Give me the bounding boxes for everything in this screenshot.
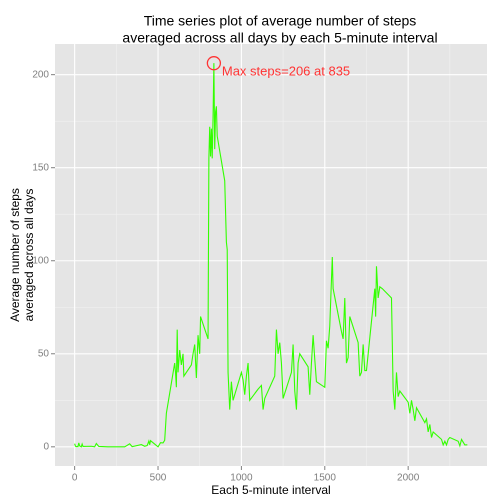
- chart-title: averaged across all days by each 5-minut…: [122, 30, 437, 46]
- y-tick-label: 150: [32, 162, 49, 173]
- x-tick-label: 1500: [314, 473, 337, 484]
- y-tick-label: 200: [32, 69, 49, 80]
- x-tick-label: 2000: [397, 473, 420, 484]
- y-tick-label: 100: [32, 255, 49, 266]
- x-axis-label: Each 5-minute interval: [211, 483, 330, 497]
- chart-title: Time series plot of average number of st…: [144, 13, 417, 29]
- max-marker: [206, 56, 222, 71]
- y-tick-label: 50: [38, 348, 50, 359]
- y-axis-label: Average number of steps: [8, 188, 22, 322]
- x-tick-label: 500: [150, 473, 167, 484]
- y-tick-label: 0: [43, 441, 49, 452]
- annotation: Max steps=206 at 835: [222, 64, 350, 79]
- y-axis-label: averaged across all days: [22, 189, 36, 322]
- line-series: [74, 63, 468, 448]
- panel: [55, 44, 487, 466]
- x-tick-label: 0: [72, 473, 78, 484]
- x-tick-label: 1000: [230, 473, 253, 484]
